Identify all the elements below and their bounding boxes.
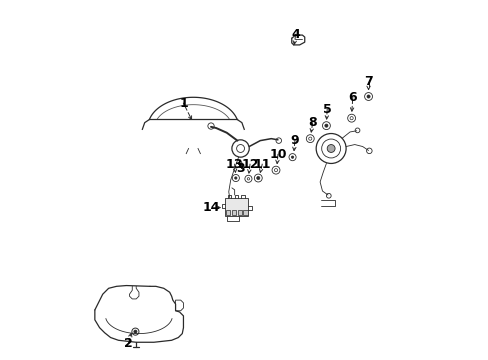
Circle shape [256, 176, 259, 180]
Circle shape [234, 177, 237, 179]
Text: 11: 11 [253, 158, 270, 171]
Circle shape [134, 330, 137, 333]
Polygon shape [231, 210, 236, 215]
Text: 1: 1 [179, 97, 187, 110]
Circle shape [326, 145, 334, 152]
Text: 6: 6 [348, 91, 356, 104]
Text: 12: 12 [241, 158, 258, 171]
Text: 14: 14 [202, 201, 219, 214]
Circle shape [291, 156, 293, 158]
Circle shape [324, 124, 327, 127]
Polygon shape [225, 210, 230, 215]
Circle shape [366, 95, 369, 98]
Text: 2: 2 [123, 337, 132, 350]
Text: 4: 4 [291, 28, 300, 41]
Text: 7: 7 [364, 75, 372, 88]
Text: 13: 13 [225, 158, 243, 171]
Text: 3: 3 [236, 162, 244, 175]
Text: 9: 9 [290, 134, 299, 147]
Polygon shape [243, 210, 247, 215]
Text: 8: 8 [308, 116, 316, 129]
Polygon shape [224, 198, 248, 216]
Text: 10: 10 [269, 148, 286, 161]
Text: 5: 5 [322, 103, 331, 116]
Polygon shape [237, 210, 242, 215]
